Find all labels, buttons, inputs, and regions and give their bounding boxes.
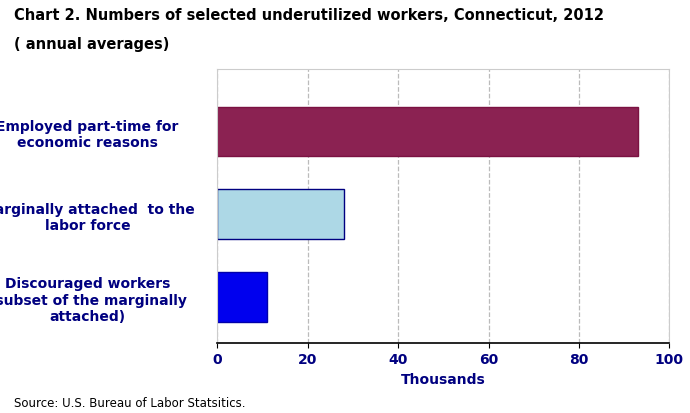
Text: ( annual averages): ( annual averages) — [14, 37, 169, 52]
Text: Chart 2. Numbers of selected underutilized workers, Connecticut, 2012: Chart 2. Numbers of selected underutiliz… — [14, 8, 604, 23]
Text: Source: U.S. Bureau of Labor Statsitics.: Source: U.S. Bureau of Labor Statsitics. — [14, 396, 246, 409]
Bar — [217, 190, 344, 240]
Bar — [217, 107, 638, 157]
Bar — [217, 273, 267, 322]
X-axis label: Thousands: Thousands — [401, 372, 486, 386]
